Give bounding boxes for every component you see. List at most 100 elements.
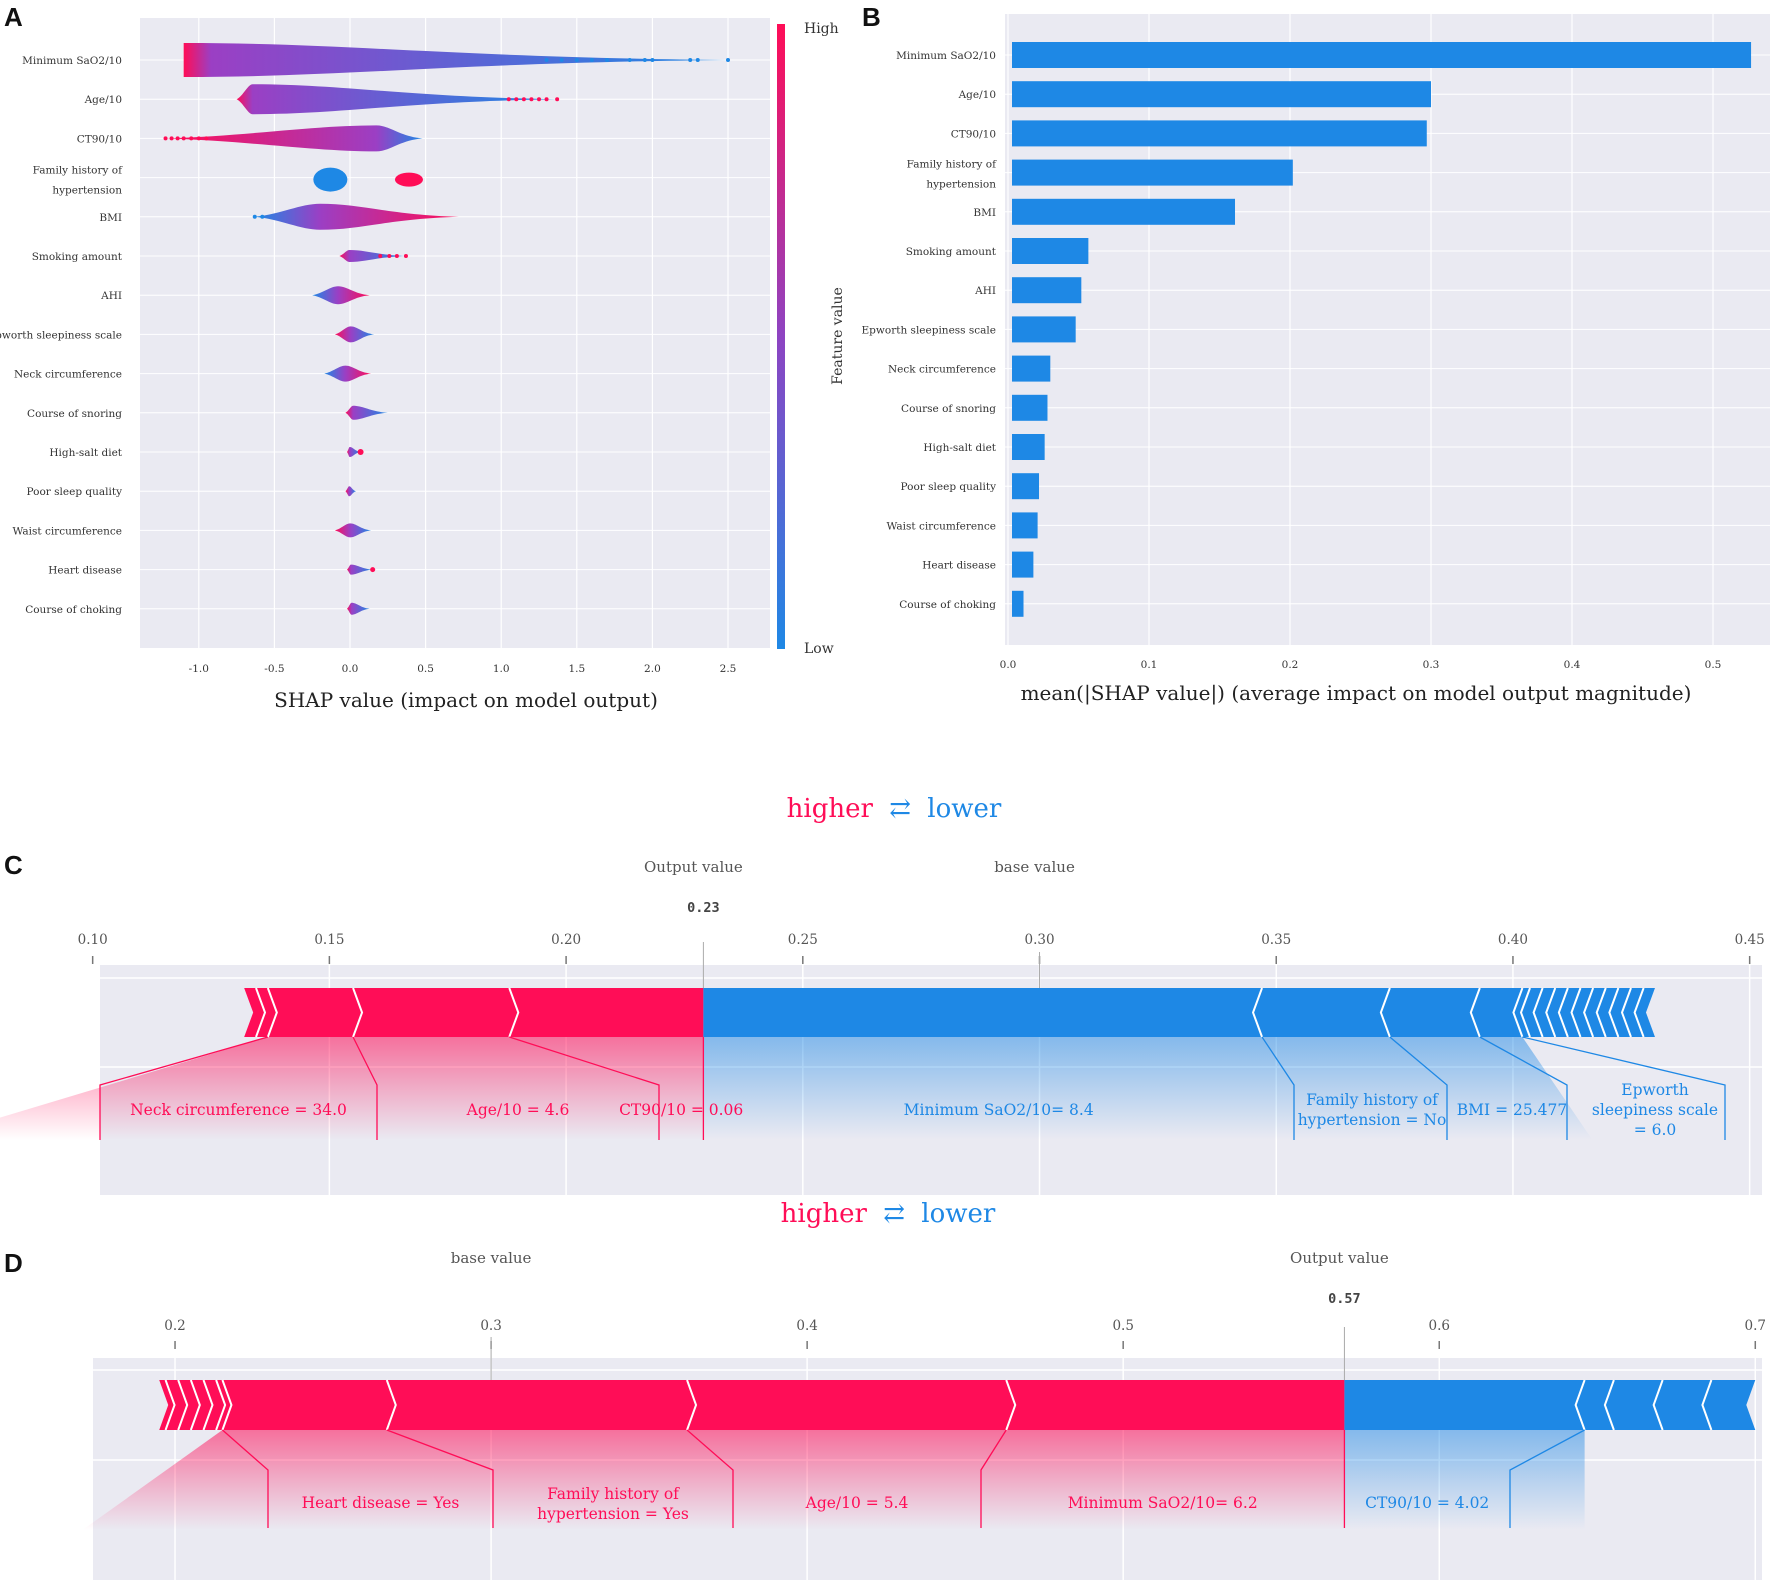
panel-c-red-separator — [508, 987, 520, 1038]
panel-d-legend-arrows: ⇄ — [883, 1199, 905, 1229]
panel-a-feature-label: Age/10 — [84, 94, 122, 106]
panel-label-d: D — [4, 1248, 23, 1278]
panel-b-x-tick-label: 0.5 — [1705, 659, 1722, 671]
panel-c-blue-chevron — [1633, 987, 1645, 1038]
panel-a-outlier-dot — [387, 254, 392, 258]
panel-a-violin — [339, 250, 406, 262]
panel-b-category-label: Poor sleep quality — [901, 481, 997, 493]
panel-a-violin — [334, 523, 372, 538]
panel-b-x-tick-label: 0.0 — [1000, 659, 1017, 671]
panel-a-outlier-dot — [574, 58, 579, 62]
panel-a-outlier-dot — [357, 449, 364, 455]
panel-a-outlier-dot — [506, 97, 511, 102]
panel-c-blue-chevron — [1545, 987, 1557, 1038]
panel-c-blue-connector — [1261, 1036, 1295, 1140]
panel-a-outlier-dot — [260, 214, 265, 219]
panel-b-x-tick-label: 0.1 — [1141, 659, 1158, 671]
panel-c-legend-arrows: ⇄ — [889, 794, 911, 824]
panel-a-violin — [394, 172, 423, 187]
panel-d-output-value-label: Output value — [1290, 1249, 1389, 1267]
panel-c-red-connector — [352, 1036, 378, 1140]
panel-c-red-connector — [509, 1036, 660, 1140]
panel-c-blue-chevron — [1570, 987, 1582, 1038]
panel-d-red-chevron — [164, 1379, 176, 1431]
panel-a-x-tick-label: 2.5 — [720, 663, 737, 675]
panel-label-a: A — [4, 2, 23, 32]
panel-b-bar — [1012, 120, 1427, 147]
panel-c-red-separator — [266, 987, 278, 1038]
panel-d-blue-bar — [1344, 1380, 1756, 1430]
panel-a-violin — [324, 365, 372, 382]
panel-a-outlier-dot — [544, 97, 549, 102]
panel-a-feature-label: Poor sleep quality — [27, 486, 123, 498]
panel-c-blue-connector — [1479, 1036, 1568, 1140]
panel-c-x-tick-label: 0.40 — [1498, 932, 1528, 948]
panel-a-feature-label: Minimum SaO2/10 — [22, 55, 122, 67]
panel-a-feature-label: Course of snoring — [27, 408, 122, 420]
panel-b-x-tick-label: 0.3 — [1423, 659, 1440, 671]
panel-a-violin — [254, 203, 459, 230]
colorbar-high-label: High — [804, 21, 839, 37]
panel-a-violin — [346, 602, 370, 615]
panel-d-red-connector — [222, 1429, 269, 1528]
panel-a-outlier-dot — [175, 136, 180, 141]
panel-a-feature-label: Family history of hypertension — [33, 165, 123, 197]
panel-a-violin — [346, 447, 361, 457]
panel-a-outlier-dot — [378, 254, 383, 258]
panel-a-violin — [165, 125, 423, 152]
svg-text:higher ⇄ lower: higher ⇄ lower — [781, 1199, 996, 1229]
panel-label-c: C — [4, 850, 23, 880]
panel-b-bar-chart: Minimum SaO2/10 Age/10 CT90/10 Family histo… — [862, 14, 1770, 706]
panel-b-category-label: Heart disease — [922, 560, 996, 572]
panel-a-feature-label: BMI — [99, 212, 122, 224]
panel-d-x-tick-label: 0.3 — [480, 1318, 501, 1334]
panel-d-x-tick-label: 0.4 — [796, 1318, 817, 1334]
panel-d-red-fade — [82, 1430, 1345, 1530]
panel-d-red-chevron — [202, 1379, 214, 1431]
panel-c-red-connector — [99, 1036, 269, 1140]
panel-d-red-connector — [386, 1429, 494, 1528]
panel-a-feature-label: CT90/10 — [77, 133, 122, 145]
panel-a-x-tick-label: 2.0 — [644, 663, 661, 675]
panel-d-output-value: 0.57 — [1328, 1291, 1361, 1307]
panel-a-violin — [183, 43, 728, 77]
panel-d-legend: higher ⇄ lower — [781, 1199, 996, 1229]
panel-b-category-label: AHI — [974, 285, 996, 297]
panel-c-x-tick-label: 0.20 — [551, 932, 581, 948]
panel-a-x-tick-label: -0.5 — [264, 663, 284, 675]
panel-d-blue-chevron — [1701, 1379, 1713, 1431]
panel-a-x-tick-label: 1.0 — [493, 663, 510, 675]
panel-c-red-feature-label: CT90/10 = 0.06 — [619, 1101, 743, 1119]
panel-c-x-tick-label: 0.25 — [788, 932, 818, 948]
panel-b-bar — [1012, 198, 1236, 225]
panel-b-bar — [1012, 512, 1038, 539]
panel-a-x-tick-label: -1.0 — [189, 663, 209, 675]
panel-b-category-label: CT90/10 — [951, 128, 996, 140]
panel-b-category-label: High-salt diet — [923, 442, 996, 454]
panel-b-bar — [1012, 316, 1076, 343]
panel-c-blue-chevron — [1583, 987, 1595, 1038]
panel-c-blue-separator — [1469, 987, 1481, 1038]
panel-c-red-feature-label: Neck circumference = 34.0 — [130, 1101, 347, 1119]
panel-c-red-feature-label: Age/10 = 4.6 — [466, 1101, 570, 1119]
panel-a-violin — [345, 486, 357, 497]
panel-c-base-value-label: base value — [994, 858, 1075, 876]
panel-a-outlier-dot — [605, 58, 610, 62]
panel-c-legend-lower: lower — [927, 794, 1002, 824]
panel-d-red-separator — [385, 1379, 397, 1431]
panel-c-red-fade — [0, 1037, 704, 1140]
panel-b-x-axis-title: mean(|SHAP value|) (average impact on mo… — [1021, 681, 1692, 706]
panel-d-red-connector — [980, 1429, 1007, 1528]
panel-c-red-bar — [244, 988, 704, 1037]
panel-d-x-tick-label: 0.5 — [1112, 1318, 1133, 1334]
panel-c-blue-feature-label: Epworth sleepiness scale = 6.0 — [1592, 1081, 1718, 1139]
panel-c-blue-chevron — [1595, 987, 1607, 1038]
panel-c-blue-bar — [703, 988, 1655, 1037]
panel-c-x-tick-label: 0.30 — [1024, 932, 1054, 948]
panel-a-outlier-dot — [627, 58, 632, 62]
panel-a-outlier-dot — [163, 136, 168, 141]
panel-c-blue-separator — [1512, 987, 1524, 1038]
panel-a-outlier-dot — [537, 97, 541, 102]
panel-b-bar — [1012, 42, 1752, 68]
panel-c-blue-feature-label: BMI = 25.477 — [1457, 1101, 1567, 1119]
